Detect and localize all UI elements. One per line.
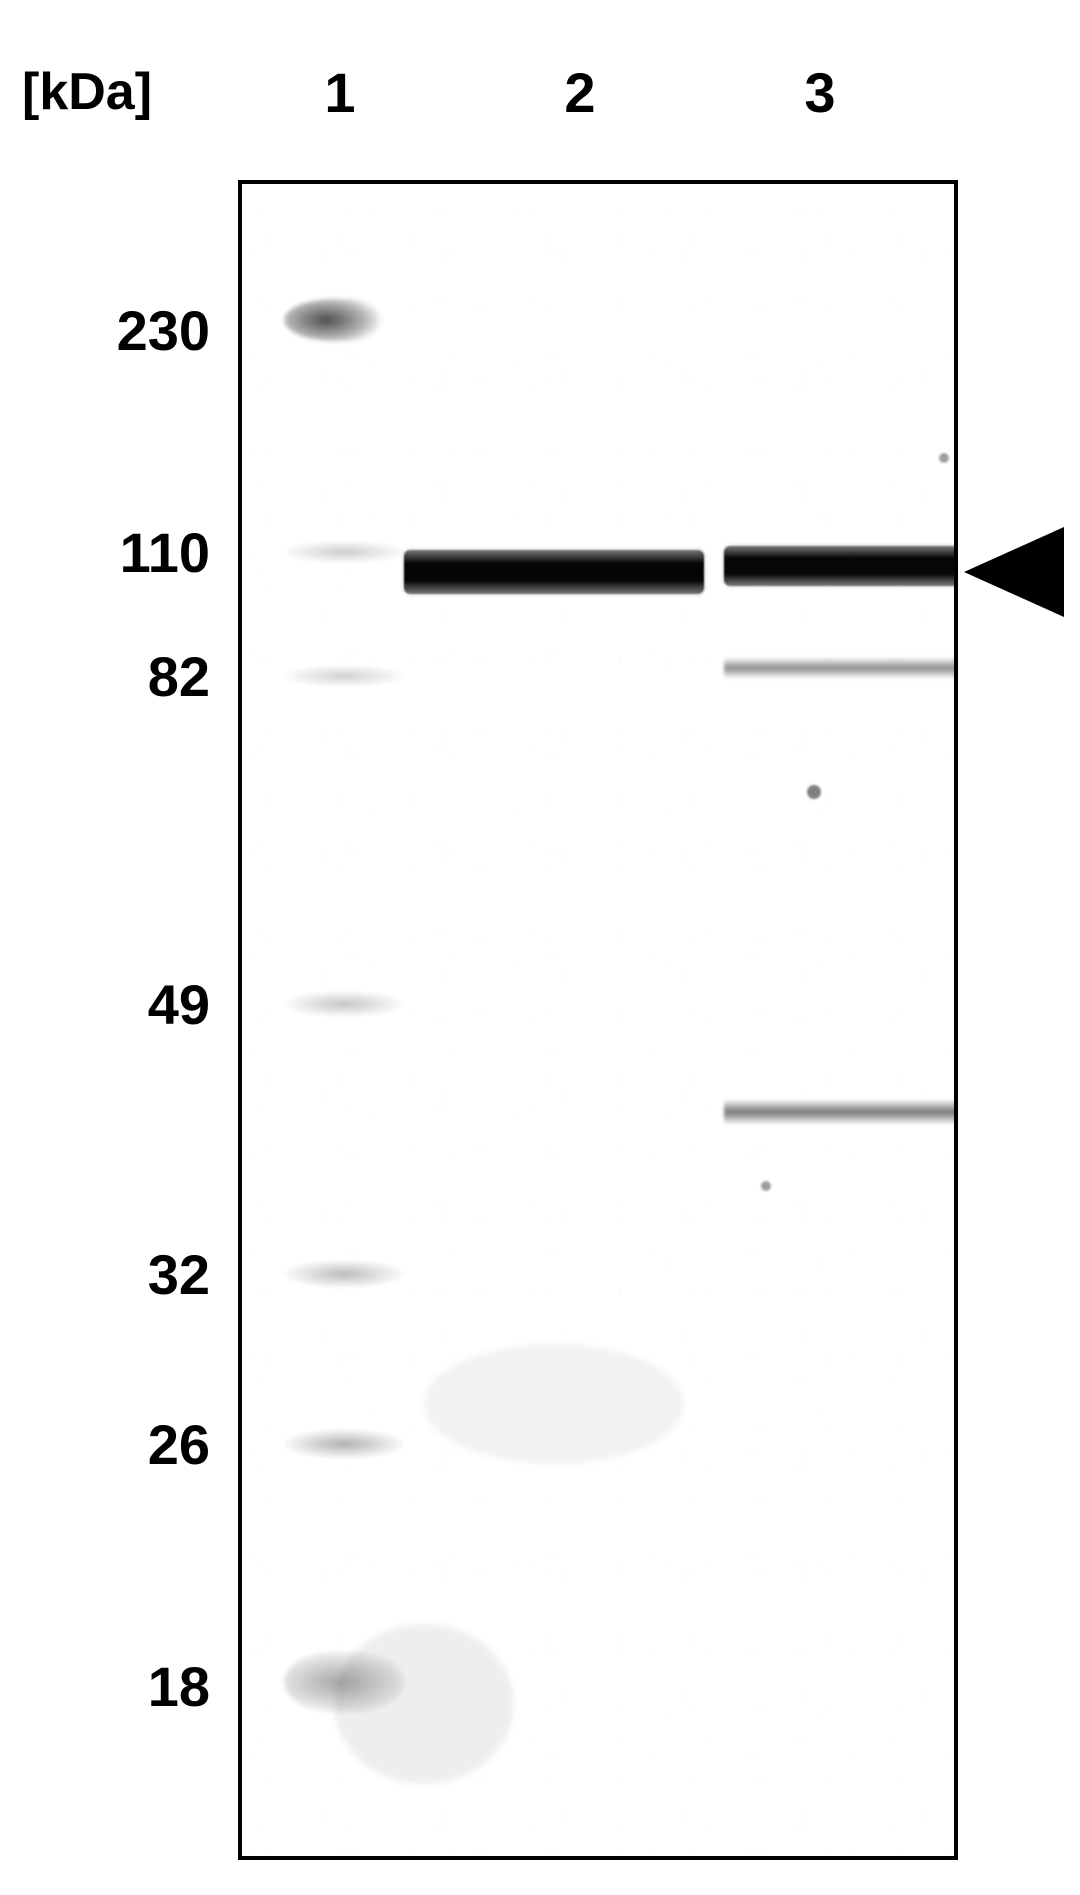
- mw-label-26: 26: [0, 1412, 210, 1477]
- unit-label: [kDa]: [22, 62, 152, 122]
- marker-band-26: [284, 1429, 404, 1459]
- band-lane3-mw42: [724, 1099, 958, 1125]
- marker-band-230: [284, 299, 404, 341]
- marker-band-32: [284, 1260, 404, 1288]
- mw-label-32: 32: [0, 1242, 210, 1307]
- mw-label-110: 110: [0, 520, 210, 585]
- marker-band-18: [284, 1652, 404, 1712]
- speckle-0: [807, 785, 821, 799]
- mw-label-82: 82: [0, 644, 210, 709]
- band-lane3-mw82: [724, 657, 958, 679]
- marker-band-82: [284, 665, 404, 687]
- marker-band-110: [284, 541, 404, 563]
- blot-membrane: [238, 180, 958, 1860]
- lane-label-2: 2: [550, 60, 610, 125]
- mw-label-49: 49: [0, 972, 210, 1037]
- marker-band-49: [284, 991, 404, 1017]
- speckle-2: [939, 453, 949, 463]
- band-lane2-mw105: [404, 550, 704, 594]
- lane-label-1: 1: [310, 60, 370, 125]
- mw-label-230: 230: [0, 298, 210, 363]
- western-blot-figure: [kDa] 1 2 3 230 110 82 49 32 26 18: [0, 0, 1080, 1895]
- lane-header-row: [kDa]: [0, 0, 1080, 160]
- smudge-0: [424, 1344, 684, 1464]
- lane-label-3: 3: [790, 60, 850, 125]
- speckle-1: [761, 1181, 771, 1191]
- film-noise: [242, 184, 954, 1856]
- arrowhead-icon: [964, 517, 1074, 627]
- mw-label-18: 18: [0, 1654, 210, 1719]
- band-lane3-mw105: [724, 546, 958, 586]
- blot-inner: [242, 184, 954, 1856]
